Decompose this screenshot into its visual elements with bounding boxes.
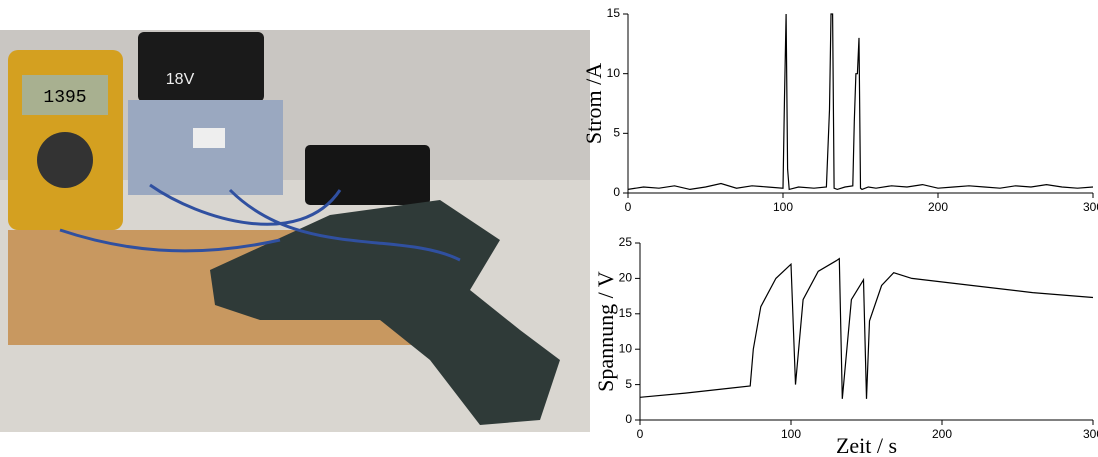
data-line (639, 257, 1094, 399)
y-axis-label: Strom /A (581, 63, 606, 144)
gauge (193, 128, 225, 148)
black-box (305, 145, 430, 205)
x-tick-label: 200 (932, 427, 952, 441)
y-tick-label: 0 (613, 185, 620, 199)
meter-reading: 1395 (43, 88, 86, 108)
y-tick-label: 0 (625, 412, 632, 426)
cables (59, 183, 461, 262)
y-tick-label: 15 (619, 306, 633, 320)
y-tick-label: 15 (607, 6, 621, 20)
x-tick-label: 300 (1083, 427, 1098, 441)
x-tick-label: 0 (637, 427, 644, 441)
y-tick-label: 10 (619, 341, 633, 355)
y-tick-label: 5 (613, 126, 620, 140)
x-tick-label: 200 (928, 200, 948, 214)
x-axis-label: Zeit / s (836, 433, 897, 457)
battery-label: 18V (166, 71, 195, 88)
battery (138, 32, 264, 102)
y-tick-label: 20 (619, 271, 633, 285)
meter-dial (37, 132, 93, 188)
y-tick-label: 25 (619, 235, 633, 249)
drill (210, 200, 560, 425)
y-axis-label: Spannung / V (593, 271, 618, 392)
charts: 0 5 10 15 0 100 200 300 Strom /A 0 5 10 15 20 25 0 100 20… (581, 6, 1098, 457)
x-tick-label: 100 (781, 427, 801, 441)
x-tick-label: 0 (625, 200, 632, 214)
y-tick-label: 10 (607, 66, 621, 80)
x-tick-label: 300 (1083, 200, 1098, 214)
photo: 1395 18V (0, 30, 590, 432)
data-line (627, 13, 1094, 191)
meter-display (22, 75, 108, 115)
x-tick-label: 100 (773, 200, 793, 214)
y-tick-label: 5 (625, 377, 632, 391)
